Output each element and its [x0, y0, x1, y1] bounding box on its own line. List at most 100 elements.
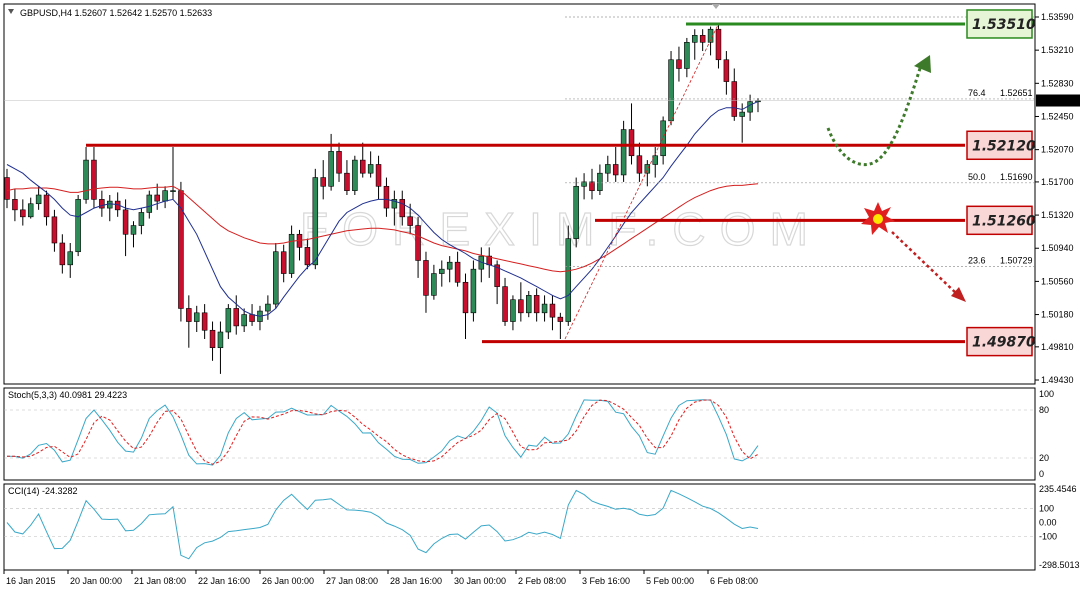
current-price-label: 1.52633 — [1040, 96, 1073, 106]
candle-body — [201, 312, 208, 331]
time-tick-label: 6 Feb 08:00 — [710, 576, 758, 586]
level-box — [966, 326, 1033, 357]
candle-body — [146, 194, 153, 213]
candle-body — [660, 120, 666, 157]
price-tick-label: 1.50560 — [1041, 276, 1074, 286]
candle-body — [557, 316, 564, 322]
candle-body — [510, 299, 516, 322]
candle-body — [644, 164, 651, 174]
candle-body — [628, 129, 635, 157]
candle-body — [91, 159, 97, 200]
candle-body — [699, 35, 706, 43]
price-tick-label: 1.52830 — [1041, 78, 1074, 88]
time-tick-label: 28 Jan 16:00 — [390, 576, 442, 586]
candle-body — [288, 233, 295, 274]
time-tick-label: 26 Jan 00:00 — [262, 576, 314, 586]
shift-marker-icon — [712, 4, 720, 9]
cci-pane — [3, 483, 1036, 571]
time-tick-label: 20 Jan 00:00 — [70, 576, 122, 586]
candle-body — [739, 111, 745, 117]
candle-body — [154, 194, 160, 202]
candle-body — [130, 225, 137, 235]
cci-level-label: 0.00 — [1039, 518, 1057, 528]
candle-body — [75, 199, 81, 253]
price-pane — [3, 3, 1036, 385]
level-box — [966, 9, 1033, 39]
candle-body — [462, 281, 469, 314]
level-box — [966, 130, 1033, 161]
current-price-box — [1036, 94, 1080, 107]
level-box — [966, 205, 1033, 236]
stoch-level-0: 0 — [1039, 469, 1044, 479]
price-tick-label: 1.49430 — [1041, 375, 1074, 385]
stoch-pane — [3, 387, 1036, 481]
candle-body — [525, 295, 532, 314]
time-tick-label: 16 Jan 2015 — [6, 576, 56, 586]
candle-body — [541, 303, 548, 314]
price-tick-label: 1.51700 — [1041, 177, 1074, 187]
cci-level-label: -100 — [1039, 532, 1057, 542]
watermark: FOREXIMF.COM — [300, 203, 810, 255]
candle-body — [186, 308, 192, 322]
candle-body — [533, 295, 540, 314]
candle-body — [684, 42, 690, 69]
chart-header: GBPUSD,H4 1.52607 1.52642 1.52570 1.5263… — [20, 8, 212, 18]
stoch-main-line — [6, 399, 759, 466]
bearish-arrow-head — [951, 287, 966, 302]
level-price-label: 1.51260 — [972, 213, 1036, 229]
candle-body — [367, 164, 374, 174]
candle-body — [352, 159, 358, 191]
fib-price-label: 1.52651 — [1000, 88, 1033, 98]
fib-price-label: 1.50729 — [1000, 256, 1033, 266]
candle-body — [265, 303, 271, 312]
candle-body — [723, 59, 730, 82]
level-price-label: 1.49870 — [972, 335, 1036, 351]
candle-body — [12, 199, 18, 211]
candle-body — [415, 225, 421, 261]
fib-trendline — [564, 24, 719, 340]
price-tick-label: 1.50180 — [1041, 310, 1074, 320]
candle-body — [676, 59, 682, 69]
time-tick-label: 27 Jan 08:00 — [326, 576, 378, 586]
candle-body — [439, 268, 445, 274]
candle-body — [233, 308, 240, 327]
bullish-arrow-head — [914, 55, 931, 73]
candle-body — [597, 172, 603, 191]
price-tick-label: 1.49810 — [1041, 342, 1074, 352]
candle-body — [304, 247, 311, 266]
candle-body — [431, 273, 437, 296]
candle-body — [170, 190, 176, 192]
candle-body — [518, 299, 524, 314]
candle-body — [43, 194, 50, 218]
candle-body — [668, 59, 674, 122]
cci-label: CCI(14) -24.3282 — [8, 486, 78, 496]
candle-body — [359, 159, 366, 174]
stoch-level-20: 20 — [1039, 453, 1049, 463]
chart-menu-icon — [8, 9, 14, 14]
price-tick-label: 1.50940 — [1041, 243, 1074, 253]
candle-body — [99, 199, 105, 209]
stoch-label: Stoch(5,3,3) 40.0981 29.4223 — [8, 390, 127, 400]
fib-price-label: 1.51690 — [1000, 172, 1033, 182]
candle-body — [344, 172, 350, 191]
fib-level-label: 50.0 — [968, 172, 986, 182]
candle-body — [27, 203, 34, 218]
candle-body — [336, 151, 342, 174]
breakout-burst-center — [873, 214, 883, 224]
stoch-level-100: 100 — [1039, 389, 1054, 399]
fib-level-label: 23.6 — [968, 256, 986, 266]
candle-body — [494, 264, 500, 287]
candle-body — [605, 164, 611, 174]
level-price-label: 1.52120 — [972, 138, 1036, 154]
candle-body — [122, 209, 129, 235]
cci-line — [6, 489, 759, 560]
candle-body — [209, 329, 216, 349]
time-tick-label: 21 Jan 08:00 — [134, 576, 186, 586]
price-tick-label: 1.51320 — [1041, 210, 1074, 220]
candle-body — [193, 312, 200, 322]
stoch-level-80: 80 — [1039, 405, 1049, 415]
candle-body — [692, 35, 698, 43]
price-tick-label: 1.53210 — [1041, 45, 1074, 55]
candle-body — [565, 238, 572, 322]
